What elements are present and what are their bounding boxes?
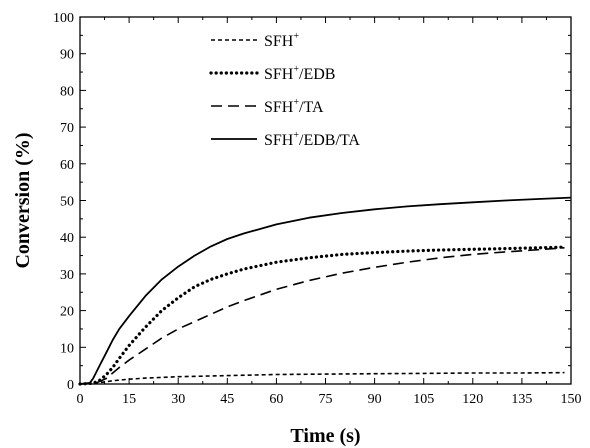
x-tick-label: 105 xyxy=(413,392,434,407)
legend-label-3: SFH+/TA xyxy=(264,97,324,116)
legend-label-4: SFH+/EDB/TA xyxy=(264,130,360,149)
series-line-2 xyxy=(78,245,567,386)
x-tick-label: 150 xyxy=(561,392,582,407)
x-tick-label: 15 xyxy=(122,392,136,407)
y-tick-label: 100 xyxy=(53,11,74,26)
y-tick-label: 30 xyxy=(60,268,74,283)
x-tick-label: 30 xyxy=(171,392,185,407)
x-tick-label: 45 xyxy=(220,392,234,407)
series-layer xyxy=(78,196,572,386)
x-tick-label: 135 xyxy=(511,392,532,407)
x-tick-label: 60 xyxy=(269,392,283,407)
y-ticks: 0 10 20 30 40 50 60 70 80 90 100 xyxy=(53,11,571,393)
legend: SFH+ SFH+/EDB SFH+/TA SFH+/EDB/TA xyxy=(209,31,360,149)
y-tick-label: 80 xyxy=(60,84,74,99)
x-axis-title: Time (s) xyxy=(290,425,360,447)
y-tick-label: 60 xyxy=(60,158,74,173)
y-tick-label: 90 xyxy=(60,48,74,63)
y-tick-label: 70 xyxy=(60,121,74,136)
y-tick-label: 10 xyxy=(60,341,74,356)
y-tick-label: 40 xyxy=(60,231,74,246)
x-ticks: 0 15 30 45 60 75 90 105 120 135 150 xyxy=(77,17,582,407)
y-axis-title: Conversion (%) xyxy=(12,132,34,268)
x-tick-label: 90 xyxy=(368,392,382,407)
y-tick-label: 0 xyxy=(67,378,74,393)
x-tick-label: 120 xyxy=(462,392,483,407)
x-tick-label: 0 xyxy=(77,392,84,407)
series-line-4 xyxy=(79,196,572,385)
legend-label-1: SFH+ xyxy=(264,31,299,50)
legend-label-2: SFH+/EDB xyxy=(264,64,335,83)
y-tick-label: 50 xyxy=(60,195,74,210)
series-line-3 xyxy=(79,247,565,385)
series-line-1 xyxy=(79,371,565,385)
x-tick-label: 75 xyxy=(319,392,333,407)
y-tick-label: 20 xyxy=(60,305,74,320)
